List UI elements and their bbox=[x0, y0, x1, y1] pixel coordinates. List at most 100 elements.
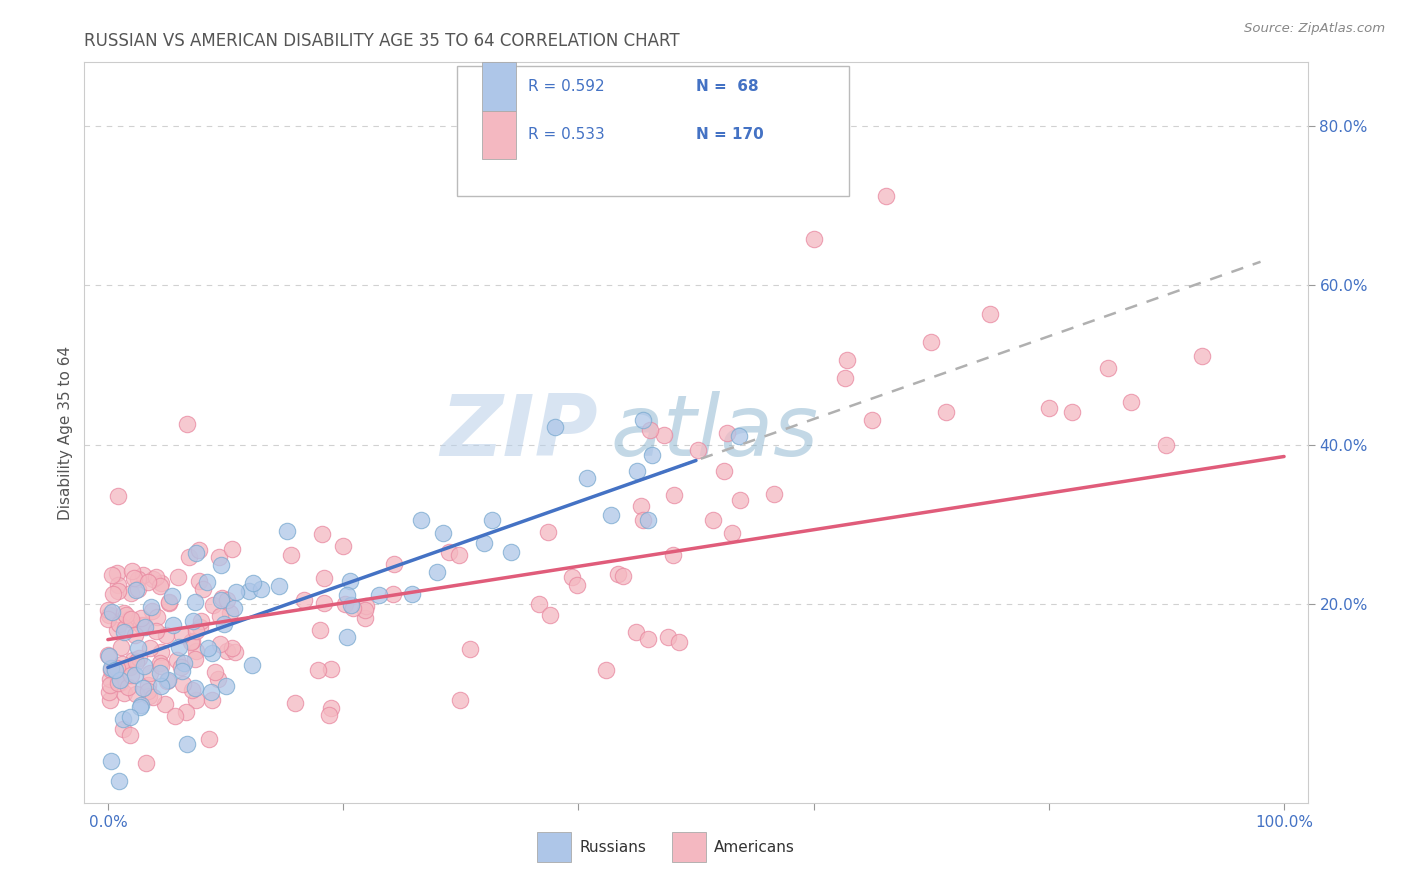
Point bbox=[626, 625, 648, 640]
Point bbox=[215, 679, 238, 693]
Point bbox=[184, 681, 207, 696]
Point bbox=[409, 512, 432, 526]
Point bbox=[664, 488, 686, 502]
Point bbox=[637, 513, 659, 527]
Text: atlas: atlas bbox=[610, 391, 818, 475]
Point bbox=[318, 707, 340, 722]
Point bbox=[184, 624, 207, 639]
Point bbox=[100, 567, 122, 582]
Point bbox=[221, 541, 243, 556]
Point bbox=[149, 666, 172, 681]
Point bbox=[607, 566, 630, 581]
Point bbox=[100, 754, 122, 768]
Point bbox=[208, 637, 231, 651]
Point bbox=[122, 572, 145, 586]
Point bbox=[201, 646, 224, 660]
Point bbox=[212, 616, 235, 631]
Point bbox=[713, 463, 735, 477]
Point bbox=[122, 653, 145, 667]
Point bbox=[167, 640, 190, 654]
Point bbox=[172, 628, 194, 642]
Text: Source: ZipAtlas.com: Source: ZipAtlas.com bbox=[1244, 22, 1385, 36]
Point bbox=[209, 558, 232, 572]
Point bbox=[332, 539, 354, 553]
Point bbox=[112, 625, 135, 640]
Point bbox=[219, 606, 242, 620]
Point bbox=[176, 417, 198, 432]
Point bbox=[561, 569, 583, 583]
Point bbox=[105, 623, 128, 637]
Point bbox=[640, 423, 662, 437]
Point bbox=[120, 612, 142, 626]
Point bbox=[763, 486, 786, 500]
Point bbox=[129, 698, 152, 713]
Point bbox=[191, 582, 214, 596]
Point bbox=[308, 623, 330, 637]
Point bbox=[129, 618, 152, 632]
Point bbox=[157, 596, 180, 610]
Point bbox=[120, 586, 142, 600]
Point bbox=[121, 564, 143, 578]
Point bbox=[125, 655, 148, 669]
Point bbox=[292, 593, 315, 607]
Point bbox=[114, 607, 136, 622]
Point bbox=[835, 353, 858, 368]
Point bbox=[125, 687, 148, 701]
Text: R = 0.592: R = 0.592 bbox=[529, 79, 605, 94]
Point bbox=[139, 666, 162, 681]
Point bbox=[354, 603, 377, 617]
Point bbox=[472, 536, 495, 550]
Point bbox=[136, 678, 159, 692]
Point bbox=[98, 648, 121, 663]
Point bbox=[314, 597, 336, 611]
Point bbox=[107, 566, 129, 580]
Point bbox=[150, 679, 173, 693]
Point bbox=[107, 578, 129, 592]
Point bbox=[630, 500, 652, 514]
Point bbox=[834, 371, 856, 385]
Point bbox=[720, 525, 742, 540]
Point bbox=[112, 606, 135, 620]
Point bbox=[312, 571, 335, 585]
Point bbox=[207, 672, 229, 686]
Point bbox=[134, 658, 156, 673]
Point bbox=[668, 634, 690, 648]
Point bbox=[280, 548, 302, 562]
Point bbox=[208, 608, 231, 623]
Point bbox=[1062, 404, 1084, 418]
Point bbox=[250, 582, 273, 596]
Point bbox=[118, 659, 141, 673]
Point bbox=[149, 575, 172, 590]
Point bbox=[340, 598, 363, 612]
Point bbox=[222, 600, 245, 615]
Point bbox=[107, 672, 129, 686]
Point bbox=[211, 591, 233, 605]
Point bbox=[132, 618, 155, 632]
Point bbox=[111, 712, 134, 726]
Point bbox=[172, 664, 194, 678]
Point bbox=[100, 661, 122, 675]
Point bbox=[142, 572, 165, 586]
FancyBboxPatch shape bbox=[457, 66, 849, 195]
Point bbox=[401, 587, 423, 601]
Point bbox=[127, 641, 149, 656]
Point bbox=[499, 545, 522, 559]
Point bbox=[107, 676, 129, 690]
Point bbox=[195, 574, 218, 589]
Point bbox=[201, 692, 224, 706]
Point bbox=[136, 574, 159, 589]
Point bbox=[342, 600, 364, 615]
Point bbox=[267, 579, 290, 593]
Point bbox=[662, 548, 685, 562]
Point bbox=[107, 584, 129, 599]
Text: ZIP: ZIP bbox=[440, 391, 598, 475]
Point bbox=[575, 470, 598, 484]
Point bbox=[190, 614, 212, 628]
Point bbox=[128, 651, 150, 665]
Point bbox=[184, 652, 207, 666]
Point bbox=[188, 620, 211, 634]
Point bbox=[538, 607, 561, 622]
Point bbox=[176, 737, 198, 751]
Point bbox=[215, 593, 238, 607]
Point bbox=[449, 548, 471, 562]
